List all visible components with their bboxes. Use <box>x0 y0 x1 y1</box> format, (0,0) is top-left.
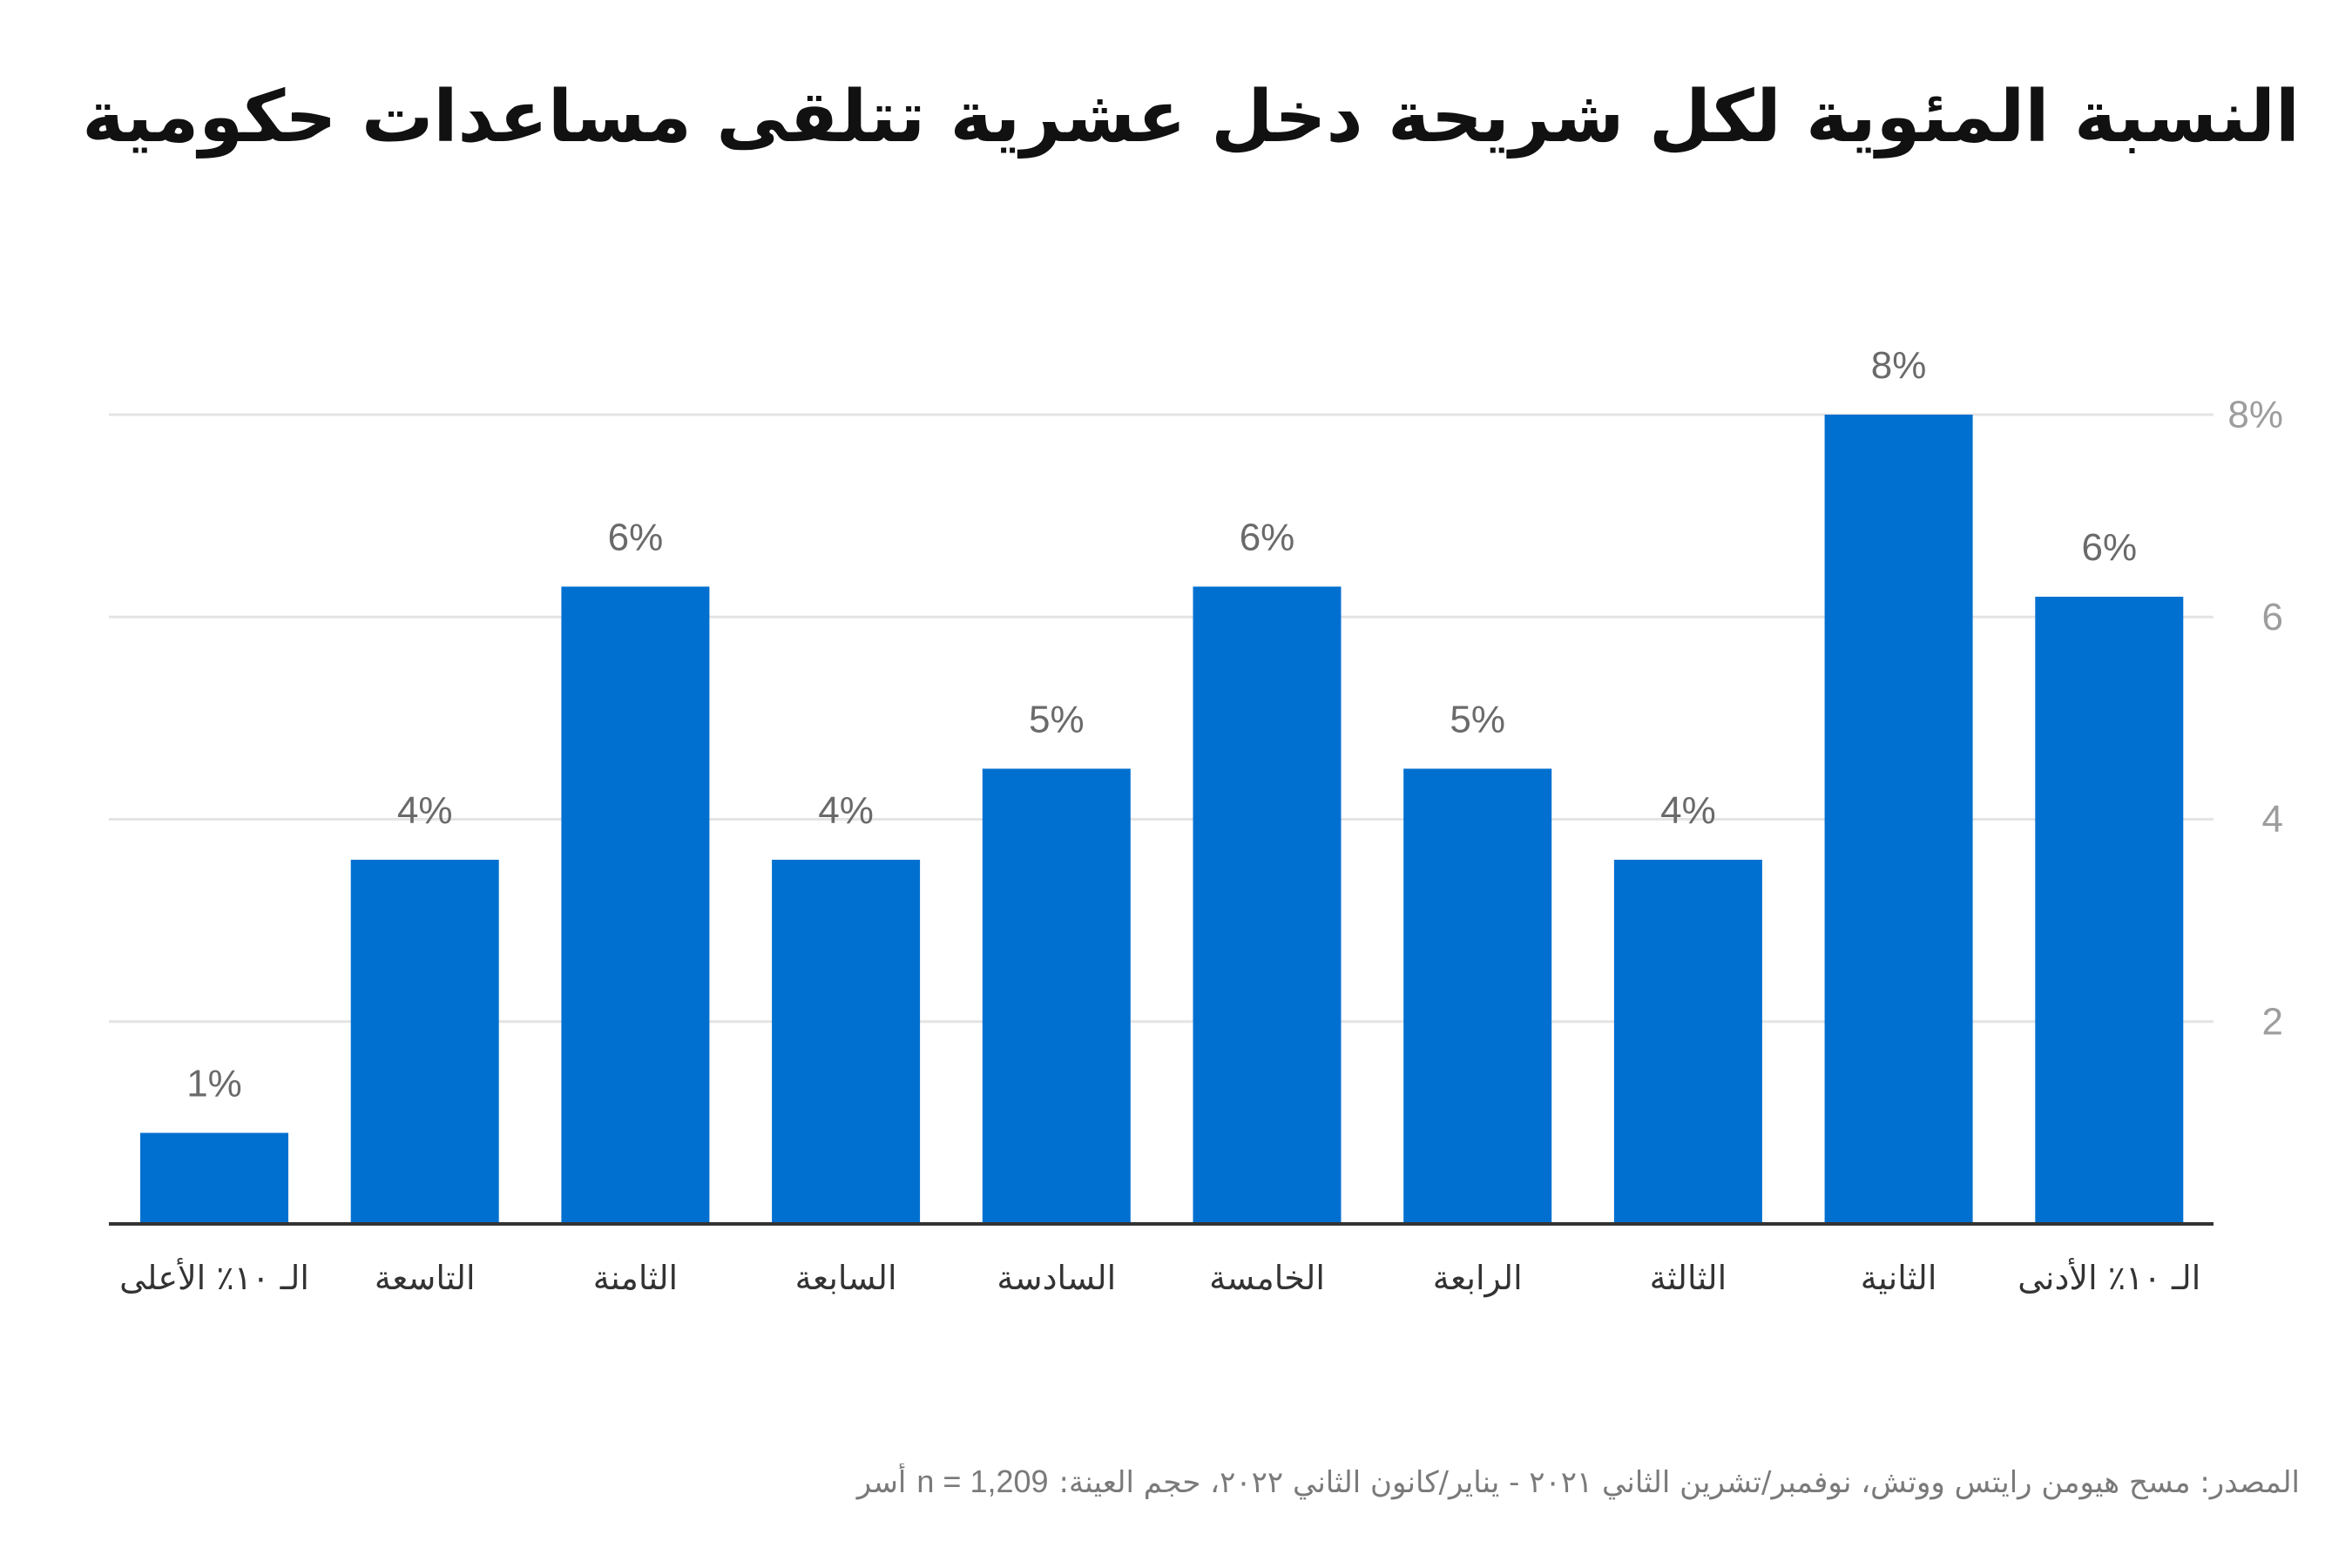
category-label: الخامسة <box>1209 1259 1325 1297</box>
value-label: 5% <box>1450 698 1505 740</box>
category-label: الثالثة <box>1650 1259 1727 1297</box>
category-label: السابعة <box>795 1259 897 1297</box>
bar <box>772 859 921 1224</box>
value-label: 1% <box>186 1062 242 1105</box>
value-label: 6% <box>2082 526 2138 569</box>
bars <box>140 415 2184 1224</box>
bar <box>982 768 1131 1224</box>
category-label: الرابعة <box>1433 1259 1523 1298</box>
source-note: المصدر: مسح هيومن رايتس ووتش، نوفمبر/تشر… <box>70 1463 2300 1500</box>
bar <box>561 586 710 1224</box>
y-axis-tick-labels: 2 4 6 8% <box>2227 394 2283 1044</box>
bar <box>1613 859 1762 1224</box>
value-label: 6% <box>608 516 664 558</box>
value-label: 6% <box>1240 516 1295 558</box>
category-label: السادسة <box>997 1259 1116 1297</box>
bar <box>350 859 499 1224</box>
category-label: الـ ١٠٪ الأعلى <box>119 1257 309 1297</box>
y-tick-label: 4 <box>2262 798 2283 841</box>
category-label: الثانية <box>1861 1259 1937 1297</box>
value-label: 4% <box>818 789 874 832</box>
bar <box>1824 415 1973 1224</box>
source-text: المصدر: مسح هيومن رايتس ووتش، نوفمبر/تشر… <box>1058 1465 2300 1500</box>
y-tick-label: 2 <box>2262 1000 2283 1043</box>
bar <box>1193 586 1342 1224</box>
category-label: الـ ١٠٪ الأدنى <box>2017 1257 2200 1297</box>
category-labels: الـ ١٠٪ الأعلى التاسعة الثامنة السابعة الساد… <box>119 1257 2200 1298</box>
y-tick-label: 6 <box>2262 596 2283 639</box>
chart-title: النسبة المئوية لكل شريحة دخل عشرية تتلقى… <box>82 76 2300 159</box>
value-label: 8% <box>1871 344 1927 387</box>
bar <box>2035 597 2184 1224</box>
value-labels: 1% 4% 6% 4% 5% 6% 5% 4% 8% 6% <box>186 344 2137 1105</box>
sample-size: n = 1,209 <box>916 1463 1049 1499</box>
value-label: 5% <box>1029 698 1085 740</box>
sample-unit: أُسر <box>856 1465 907 1500</box>
bar <box>1403 768 1552 1224</box>
value-label: 4% <box>1660 789 1716 832</box>
value-label: 4% <box>397 789 453 832</box>
category-label: الثامنة <box>593 1259 678 1297</box>
y-tick-label: 8% <box>2227 394 2283 436</box>
category-label: التاسعة <box>375 1259 476 1297</box>
bar <box>140 1132 288 1224</box>
